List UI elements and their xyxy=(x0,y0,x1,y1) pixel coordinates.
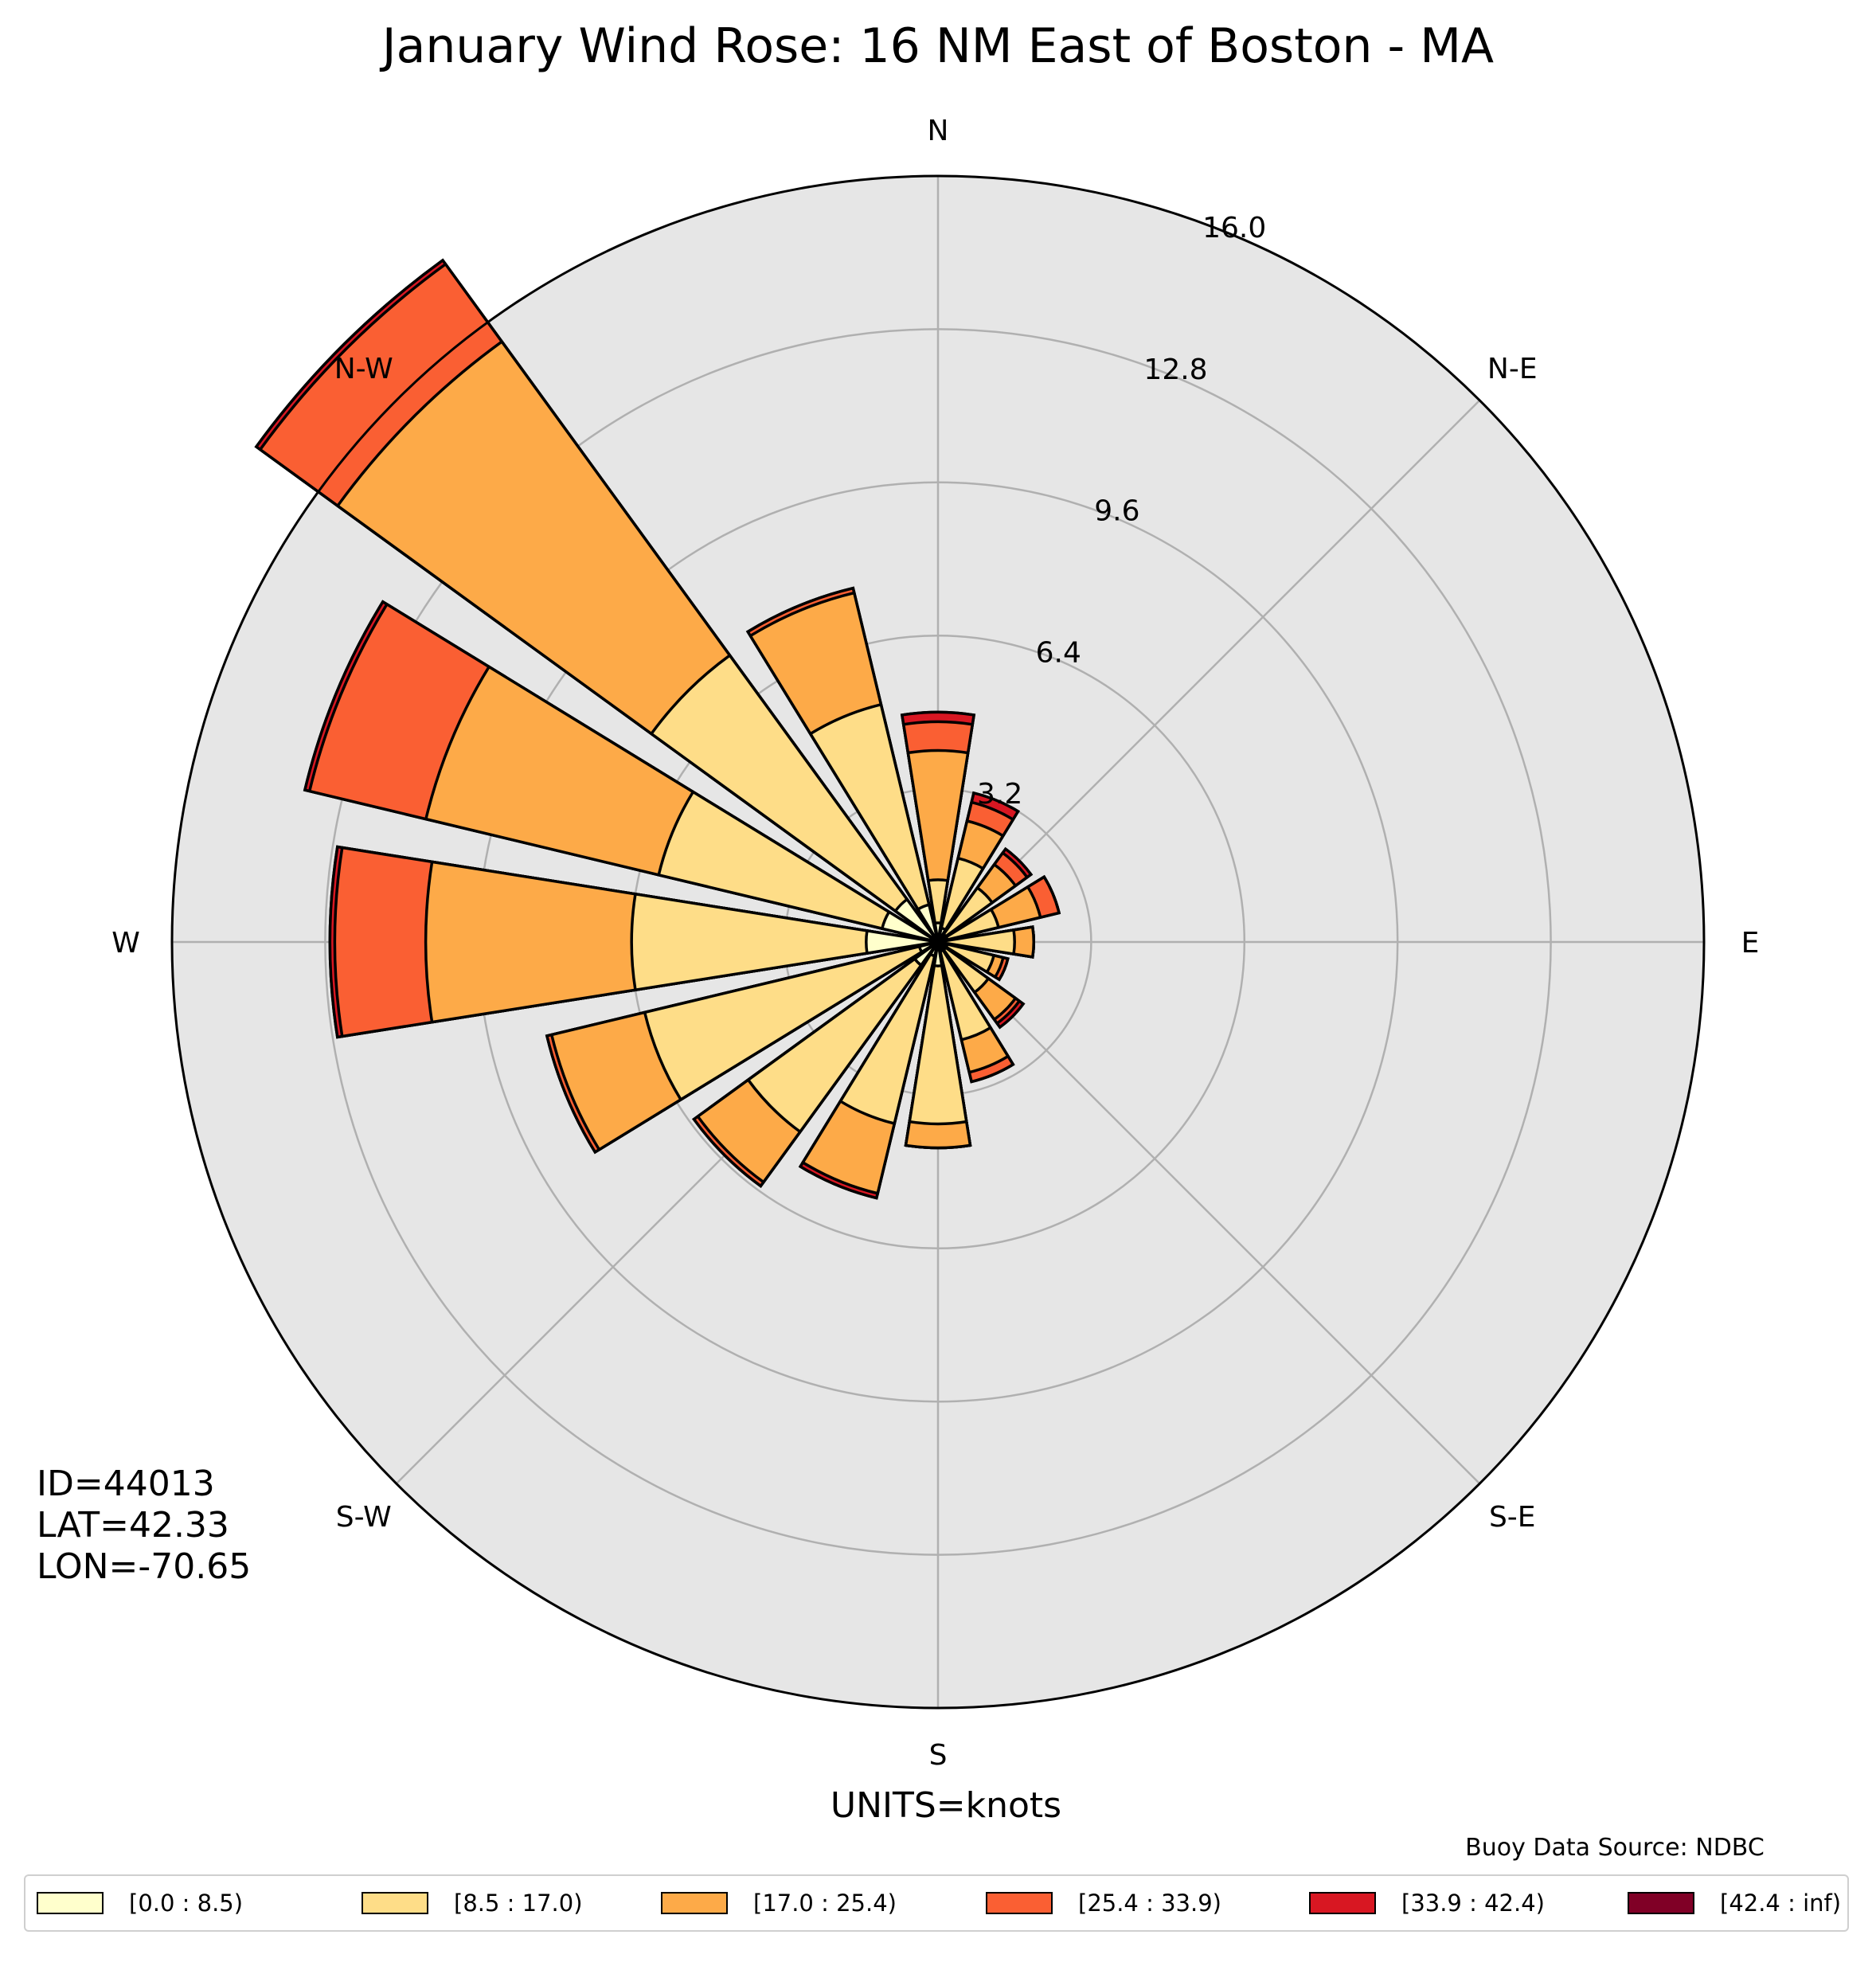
source-label: Buoy Data Source: NDBC xyxy=(1465,1834,1765,1862)
radial-tick-label: 9.6 xyxy=(1094,495,1139,528)
direction-label: E xyxy=(1741,927,1760,960)
legend-item: [8.5 : 17.0) xyxy=(362,1887,583,1919)
radial-tick-label: 12.8 xyxy=(1143,354,1207,386)
wind-bar-segment xyxy=(937,940,996,975)
wind-bar-segment xyxy=(880,909,939,944)
legend-item: [33.9 : 42.4) xyxy=(1309,1887,1545,1919)
direction-label: S-E xyxy=(1489,1501,1536,1534)
legend-swatch xyxy=(986,1892,1053,1914)
legend-label: [33.9 : 42.4) xyxy=(1401,1890,1545,1917)
legend-item: [42.4 : inf) xyxy=(1628,1887,1841,1919)
legend-label: [25.4 : 33.9) xyxy=(1078,1890,1221,1917)
wind-bar-segment xyxy=(893,897,940,944)
wind-bar-segment xyxy=(657,790,939,944)
wind-bar-segment xyxy=(936,885,995,944)
wind-bar-segment xyxy=(917,940,939,954)
station-id: ID=44013 xyxy=(37,1464,215,1504)
direction-label: N xyxy=(928,115,949,147)
legend-label: [0.0 : 8.5) xyxy=(129,1890,244,1917)
direction-labels: N N-E E S-E S S-W W N-W xyxy=(111,115,1759,1772)
legend-swatch xyxy=(661,1892,728,1914)
station-lat: LAT=42.33 xyxy=(37,1505,229,1546)
station-info: ID=44013 LAT=42.33 LON=-70.65 xyxy=(37,1464,251,1588)
legend-item: [17.0 : 25.4) xyxy=(661,1887,897,1919)
wind-bars xyxy=(254,258,1061,1200)
radial-tick-label: 6.4 xyxy=(1036,636,1081,669)
wind-bar-segment xyxy=(838,941,940,1126)
radial-tick-label: 3.2 xyxy=(977,778,1022,811)
wind-bar-segment xyxy=(746,940,940,1134)
legend-label: [42.4 : inf) xyxy=(1720,1890,1842,1917)
wind-bar-segment xyxy=(865,928,939,956)
legend-label: [8.5 : 17.0) xyxy=(454,1890,583,1917)
wind-bar-segment xyxy=(906,748,970,943)
wind-bar-segment xyxy=(913,940,940,967)
legend-swatch xyxy=(1628,1892,1694,1914)
wind-bar-segment xyxy=(926,878,950,943)
direction-label: N-E xyxy=(1487,353,1538,385)
legend-label: [17.0 : 25.4) xyxy=(753,1890,897,1917)
direction-label: N-W xyxy=(334,353,393,385)
legend-item: [0.0 : 8.5) xyxy=(37,1887,243,1919)
radial-tick-label: 16.0 xyxy=(1202,212,1266,244)
legend-swatch xyxy=(362,1892,428,1914)
legend-item: [25.4 : 33.9) xyxy=(986,1887,1221,1919)
wind-bar-segment xyxy=(808,702,940,943)
wind-bar-segment xyxy=(937,907,1001,944)
station-lon: LON=-70.65 xyxy=(37,1546,252,1587)
wind-bar-segment xyxy=(916,903,940,943)
wind-bar-segment xyxy=(649,653,940,944)
wind-bar-segment xyxy=(937,928,1016,956)
wind-bar-segment xyxy=(908,941,968,1126)
units-label: UNITS=knots xyxy=(831,1785,1061,1826)
wind-bar-segment xyxy=(933,921,943,943)
legend: [0.0 : 8.5) [8.5 : 17.0) [17.0 : 25.4) [… xyxy=(24,1874,1849,1932)
chart-title: January Wind Rose: 16 NM East of Boston … xyxy=(379,18,1494,74)
direction-label: W xyxy=(111,927,140,960)
wind-bar-segment xyxy=(936,941,993,1042)
wind-bar-segment xyxy=(643,940,939,1102)
wind-bar-segment xyxy=(936,940,991,995)
grid-spoke xyxy=(937,399,1481,943)
legend-swatch xyxy=(37,1892,104,1914)
wind-bar-segment xyxy=(932,941,944,967)
direction-label: S xyxy=(929,1739,948,1772)
wind-bar-segment xyxy=(630,892,939,992)
grid-spoke xyxy=(937,941,1481,1485)
polar-outline xyxy=(170,174,1706,1710)
legend-swatch xyxy=(1309,1892,1376,1914)
radial-tick-labels: 3.2 6.4 9.6 12.8 16.0 xyxy=(977,212,1266,811)
wind-bar-segment xyxy=(936,856,985,943)
direction-label: S-W xyxy=(336,1501,392,1534)
